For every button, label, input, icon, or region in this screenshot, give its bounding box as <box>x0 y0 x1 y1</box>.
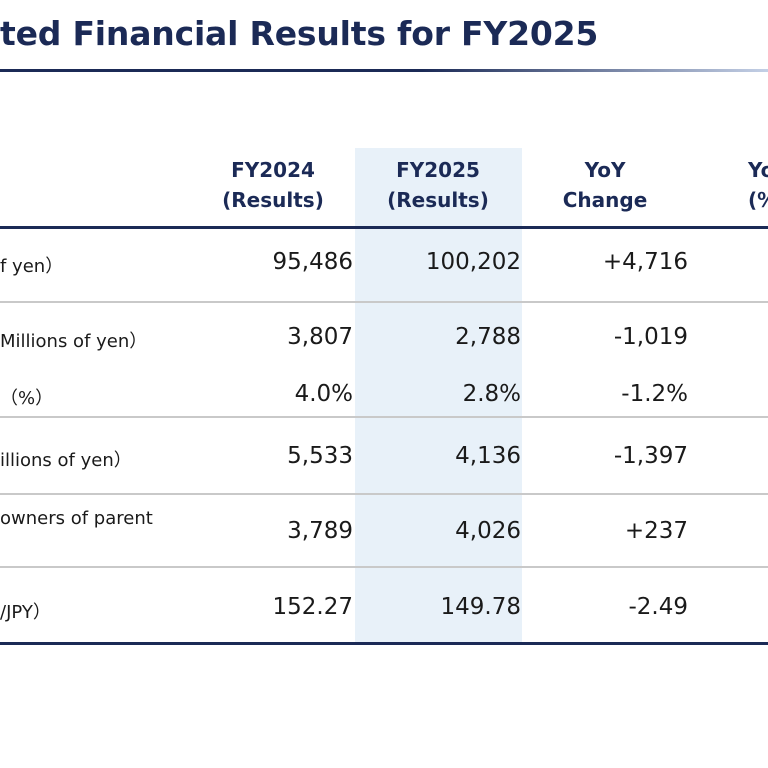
title-underline <box>0 69 768 72</box>
row-label-net-sales: f yen） <box>0 256 64 277</box>
row-label-ordinary-profit: illions of yen） <box>0 450 132 471</box>
column-header-yoy-percent: Yo (% <box>748 155 768 215</box>
column-header-yoy-change: YoY Change <box>545 155 665 215</box>
cell-yoy-change: -1,019 <box>613 324 688 350</box>
cell-yoy-change: +4,716 <box>602 249 688 275</box>
row-label-exchange-rate: /JPY） <box>0 602 51 623</box>
column-header-line: (% <box>748 188 768 212</box>
slide-title: ted Financial Results for FY2025 <box>0 14 599 53</box>
cell-yoy-change: -2.49 <box>628 594 688 620</box>
column-header-fy2024: FY2024 (Results) <box>203 155 343 215</box>
cell-fy2025: 100,202 <box>425 249 521 275</box>
cell-fy2024: 3,807 <box>287 324 353 350</box>
column-header-line: (Results) <box>222 188 324 212</box>
cell-fy2025: 4,026 <box>455 518 521 544</box>
row-divider <box>0 301 768 303</box>
cell-fy2024: 5,533 <box>287 443 353 469</box>
cell-fy2024: 4.0% <box>294 381 353 407</box>
row-label-operating-margin: （%） <box>0 388 54 409</box>
row-divider <box>0 493 768 495</box>
column-header-fy2025: FY2025 (Results) <box>368 155 508 215</box>
table-bottom-border <box>0 642 768 645</box>
column-header-line: YoY <box>584 158 626 182</box>
fy2025-column-highlight <box>355 148 522 644</box>
column-header-line: FY2024 <box>231 158 315 182</box>
column-header-line: FY2025 <box>396 158 480 182</box>
cell-yoy-change: -1.2% <box>621 381 688 407</box>
row-divider <box>0 566 768 568</box>
cell-fy2024: 3,789 <box>287 518 353 544</box>
cell-fy2024: 152.27 <box>272 594 353 620</box>
cell-fy2025: 2,788 <box>455 324 521 350</box>
row-divider <box>0 416 768 418</box>
cell-fy2025: 4,136 <box>455 443 521 469</box>
row-label-profit-attributable: owners of parent <box>0 508 153 529</box>
cell-fy2025: 2.8% <box>462 381 521 407</box>
cell-yoy-change: +237 <box>624 518 688 544</box>
header-divider <box>0 226 768 229</box>
column-header-line: (Results) <box>387 188 489 212</box>
column-header-line: Change <box>562 188 648 212</box>
cell-fy2024: 95,486 <box>272 249 353 275</box>
column-header-line: Yo <box>748 158 768 182</box>
cell-yoy-change: -1,397 <box>613 443 688 469</box>
row-label-operating-profit: Millions of yen） <box>0 331 148 352</box>
cell-fy2025: 149.78 <box>440 594 521 620</box>
